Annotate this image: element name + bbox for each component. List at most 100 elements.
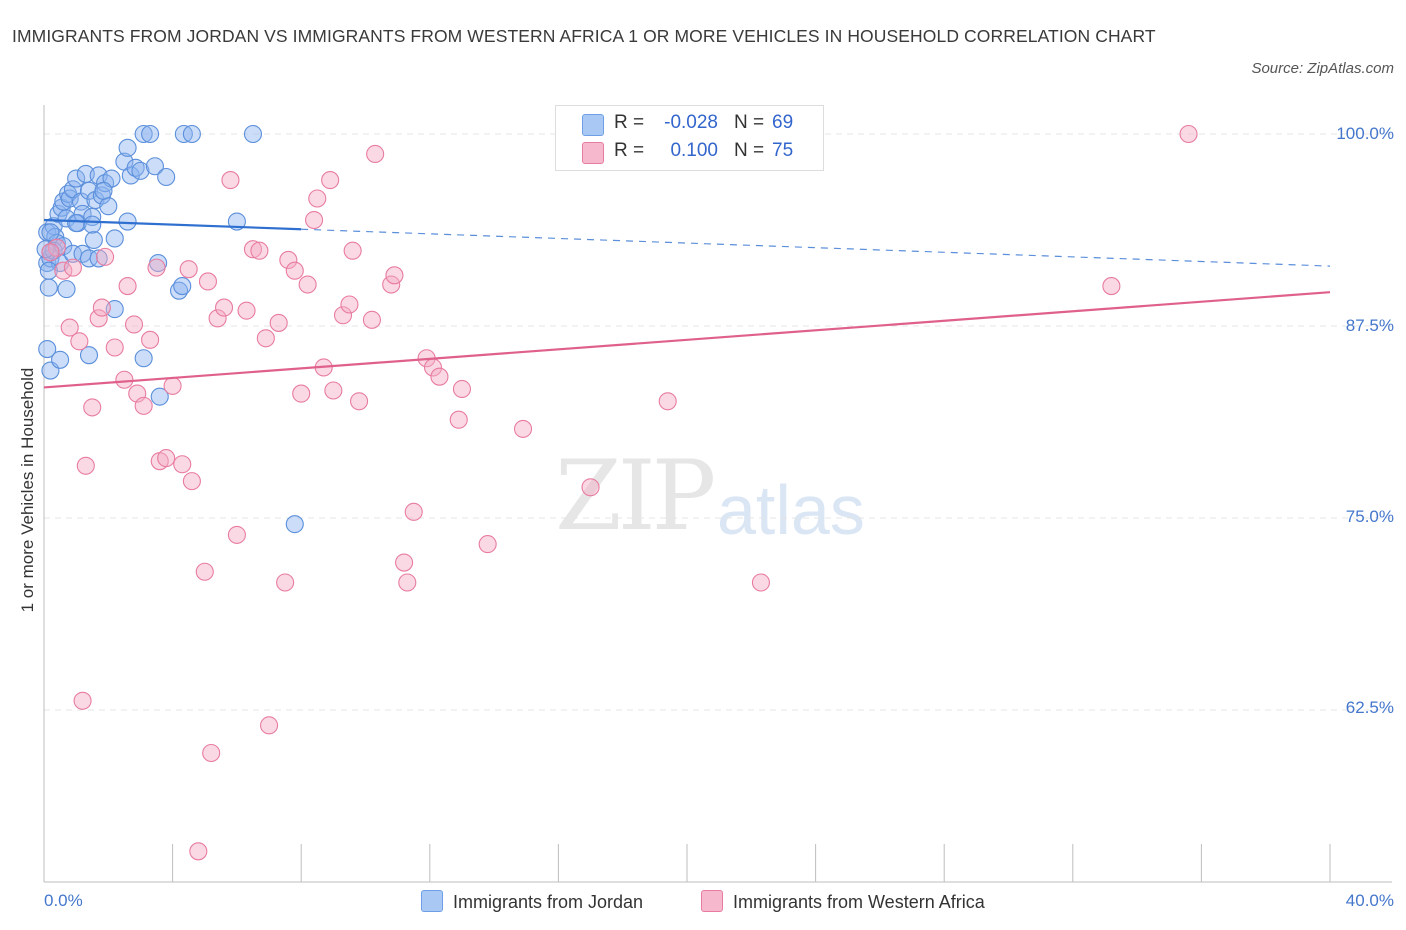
data-point-western-africa xyxy=(452,379,472,399)
data-point-jordan xyxy=(36,240,55,259)
data-point-western-africa xyxy=(208,309,227,328)
data-point-jordan xyxy=(182,124,201,144)
data-point-western-africa xyxy=(269,313,288,332)
correlation-legend: R = -0.028 N = 69 R = 0.100 N = 75 xyxy=(555,105,824,171)
data-point-western-africa xyxy=(195,562,214,581)
legend-swatch-jordan xyxy=(582,114,604,136)
data-point-jordan xyxy=(67,169,86,188)
data-point-western-africa xyxy=(658,392,677,411)
data-point-western-africa xyxy=(250,241,269,260)
data-point-jordan xyxy=(173,277,192,296)
data-point-jordan xyxy=(51,350,70,369)
data-point-western-africa xyxy=(96,247,115,266)
data-point-jordan xyxy=(285,515,304,534)
data-point-western-africa xyxy=(124,315,144,334)
data-point-jordan xyxy=(131,161,150,180)
data-point-western-africa xyxy=(256,329,275,348)
data-point-western-africa xyxy=(134,396,153,415)
data-point-western-africa xyxy=(60,318,79,337)
data-point-jordan xyxy=(105,229,124,248)
data-point-western-africa xyxy=(350,392,369,411)
data-point-western-africa xyxy=(54,261,73,280)
data-point-jordan xyxy=(57,280,76,299)
legend-n-value-western-africa: 75 xyxy=(772,140,794,161)
trend-line-jordan-extension xyxy=(301,228,1331,267)
x-tick-label-min: 0.0% xyxy=(44,891,83,910)
legend-n-label: N = xyxy=(734,112,765,133)
data-point-western-africa xyxy=(173,455,192,474)
data-point-western-africa xyxy=(751,573,770,592)
data-point-western-africa xyxy=(237,301,256,320)
data-point-western-africa xyxy=(385,266,404,285)
watermark-atlas: atlas xyxy=(717,471,865,549)
data-point-western-africa xyxy=(398,573,417,592)
legend-r-value-western-africa: 0.100 xyxy=(670,140,718,161)
data-point-western-africa xyxy=(1102,277,1121,296)
data-point-jordan xyxy=(99,197,118,216)
data-point-western-africa xyxy=(41,243,60,262)
data-point-western-africa xyxy=(430,367,449,386)
data-point-western-africa xyxy=(47,238,66,257)
data-point-western-africa xyxy=(89,309,108,328)
data-point-western-africa xyxy=(513,419,533,438)
data-point-western-africa xyxy=(285,261,304,280)
bottom-legend-label-jordan: Immigrants from Jordan xyxy=(453,892,644,912)
data-point-jordan xyxy=(145,157,164,176)
trend-line-jordan xyxy=(43,218,302,231)
trend-line-western-africa xyxy=(43,291,1331,389)
chart-source: Source: ZipAtlas.com xyxy=(1251,60,1394,77)
data-point-western-africa xyxy=(259,716,279,735)
data-point-western-africa xyxy=(478,535,497,554)
data-point-western-africa xyxy=(362,310,381,329)
legend-r-value-jordan: -0.028 xyxy=(664,112,718,133)
data-point-western-africa xyxy=(73,691,92,710)
data-point-western-africa xyxy=(118,277,137,296)
watermark-zip: ZIP xyxy=(555,440,716,552)
data-point-western-africa xyxy=(279,250,298,270)
data-point-jordan xyxy=(118,212,137,231)
bottom-legend-western-africa: Immigrants from Western Africa xyxy=(701,890,985,913)
data-point-jordan xyxy=(79,346,99,365)
data-point-western-africa xyxy=(202,743,221,763)
y-axis-label: 1 or more Vehicles in Household xyxy=(18,367,37,613)
chart-title: IMMIGRANTS FROM JORDAN VS IMMIGRANTS FRO… xyxy=(12,26,1156,46)
data-point-jordan xyxy=(126,158,145,177)
legend-n-label: N = xyxy=(734,140,765,161)
y-tick-label: 75.0% xyxy=(1345,507,1394,526)
data-point-western-africa xyxy=(76,456,95,475)
data-point-jordan xyxy=(134,124,153,144)
data-point-western-africa xyxy=(404,502,423,521)
y-tick-label: 100.0% xyxy=(1336,124,1394,143)
data-point-jordan xyxy=(38,339,57,359)
y-tick-label: 87.5% xyxy=(1345,316,1394,335)
data-point-western-africa xyxy=(449,410,468,429)
data-point-western-africa xyxy=(70,332,89,351)
legend-swatch-western-africa xyxy=(582,142,604,164)
data-point-western-africa xyxy=(298,275,317,294)
data-point-jordan xyxy=(79,249,99,268)
data-point-western-africa xyxy=(221,171,240,190)
data-point-jordan xyxy=(118,138,137,157)
legend-r-label: R = xyxy=(614,112,645,133)
data-point-western-africa xyxy=(83,398,102,417)
data-point-jordan xyxy=(243,124,263,144)
data-point-jordan xyxy=(96,174,115,193)
data-point-jordan xyxy=(94,181,113,200)
data-point-western-africa xyxy=(141,330,160,349)
data-point-western-africa xyxy=(1179,124,1198,144)
bottom-legend-label-western-africa: Immigrants from Western Africa xyxy=(733,892,985,912)
data-point-western-africa xyxy=(227,525,246,544)
bottom-legend-jordan: Immigrants from Jordan xyxy=(421,890,643,913)
data-point-western-africa xyxy=(115,370,134,389)
data-point-jordan xyxy=(67,214,86,233)
data-point-western-africa xyxy=(157,449,176,468)
bottom-legend-swatch-jordan xyxy=(421,890,443,912)
data-point-western-africa xyxy=(305,210,324,230)
data-point-western-africa xyxy=(92,298,111,317)
data-point-jordan xyxy=(41,223,60,242)
data-point-western-africa xyxy=(105,338,124,357)
data-point-western-africa xyxy=(214,298,234,317)
data-point-jordan xyxy=(83,215,102,234)
data-point-western-africa xyxy=(63,258,82,277)
